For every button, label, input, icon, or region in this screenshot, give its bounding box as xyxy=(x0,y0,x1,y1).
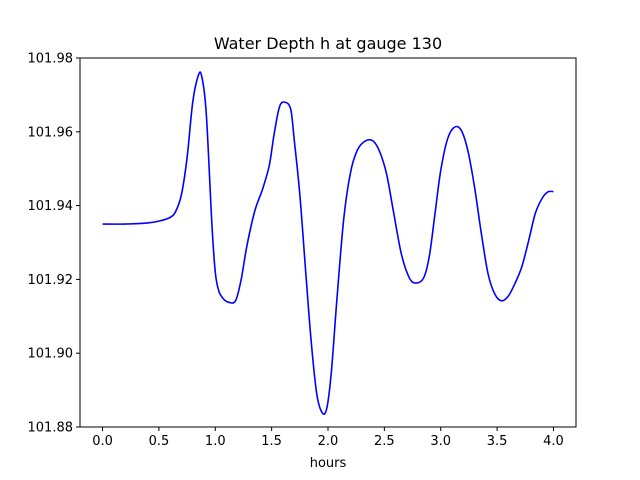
y-tick-label: 101.98 xyxy=(28,52,74,67)
plot-frame xyxy=(79,57,577,428)
x-tick-label: 1.5 xyxy=(261,434,282,449)
x-tick-label: 0.5 xyxy=(149,434,170,449)
chart-title: Water Depth h at gauge 130 xyxy=(214,34,442,53)
y-tick-label: 101.96 xyxy=(28,125,74,140)
y-tick-label: 101.94 xyxy=(28,199,74,214)
series-layer xyxy=(102,71,554,415)
x-tick-label: 1.0 xyxy=(205,434,226,449)
series-line-water-depth xyxy=(102,71,554,415)
x-tick-label: 0.0 xyxy=(92,434,113,449)
x-axis-label: hours xyxy=(310,456,347,471)
x-tick-label: 3.0 xyxy=(430,434,451,449)
x-tick-label: 3.5 xyxy=(487,434,508,449)
x-axis: 0.0 0.5 1.0 1.5 2.0 2.5 3.0 3.5 4.0 xyxy=(92,427,564,449)
y-axis: 101.88 101.90 101.92 101.94 101.96 101.98 xyxy=(28,52,80,436)
y-tick-label: 101.90 xyxy=(28,347,74,362)
y-tick-label: 101.88 xyxy=(28,421,74,436)
x-tick-label: 2.5 xyxy=(374,434,395,449)
x-tick-label: 4.0 xyxy=(543,434,564,449)
x-tick-label: 2.0 xyxy=(318,434,339,449)
y-tick-label: 101.92 xyxy=(28,273,74,288)
plot-area xyxy=(80,58,576,427)
